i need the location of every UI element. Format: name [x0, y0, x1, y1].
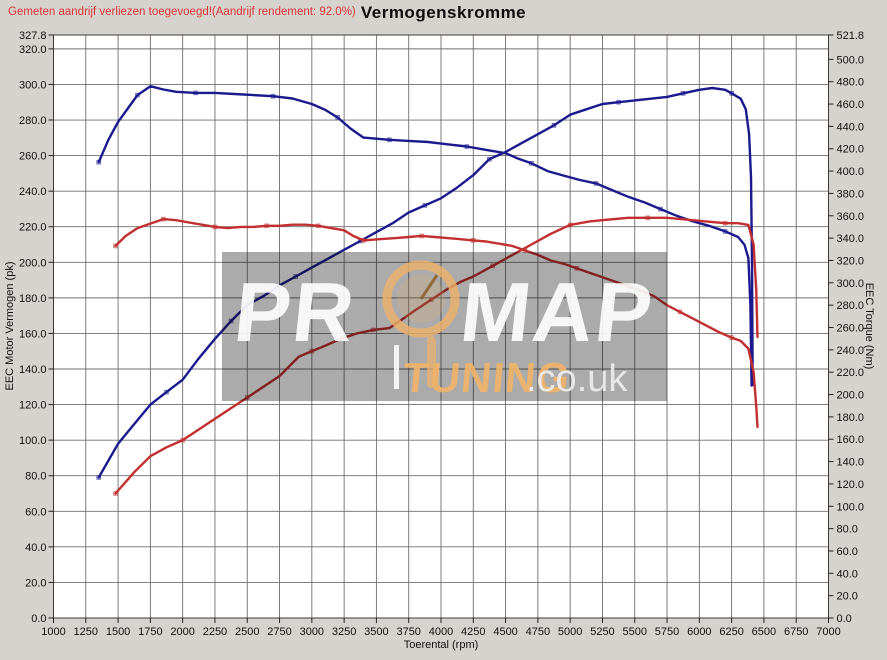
x-tick-label: 3500	[364, 626, 388, 638]
right-tick-label: 20.0	[837, 591, 858, 603]
left-tick-label: 0.0	[31, 613, 46, 625]
left-tick-label: 220.0	[19, 222, 47, 234]
x-tick-label: 1500	[106, 626, 130, 638]
right-axis-top-label: 521.8	[837, 30, 865, 42]
left-tick-label: 240.0	[19, 186, 47, 198]
x-tick-label: 4250	[461, 626, 485, 638]
right-tick-label: 480.0	[837, 77, 865, 89]
left-tick-label: 260.0	[19, 151, 47, 163]
right-tick-label: 160.0	[837, 434, 865, 446]
x-tick-label: 3250	[332, 626, 356, 638]
x-tick-label: 6750	[784, 626, 808, 638]
left-axis-title: EEC Motor Vermogen (pk)	[4, 262, 16, 391]
left-tick-label: 80.0	[25, 471, 46, 483]
left-tick-label: 280.0	[19, 115, 47, 127]
drivetrain-loss-note: Gemeten aandrijf verliezen toegevoegd!(A…	[8, 6, 356, 18]
right-tick-label: 0.0	[837, 613, 852, 625]
x-tick-label: 6250	[719, 626, 743, 638]
right-tick-label: 100.0	[837, 501, 865, 513]
x-tick-label: 4000	[429, 626, 453, 638]
right-tick-label: 320.0	[837, 255, 865, 267]
left-axis-top-label: 327.8	[19, 30, 47, 42]
left-tick-label: 120.0	[19, 400, 47, 412]
x-tick-label: 1250	[74, 626, 98, 638]
x-axis-title: Toerental (rpm)	[404, 639, 479, 651]
left-tick-label: 40.0	[25, 542, 46, 554]
right-tick-label: 200.0	[837, 390, 865, 402]
x-tick-label: 4750	[526, 626, 550, 638]
x-tick-label: 6500	[752, 626, 776, 638]
right-tick-label: 120.0	[837, 479, 865, 491]
right-tick-label: 140.0	[837, 457, 865, 469]
x-tick-label: 4500	[493, 626, 517, 638]
right-tick-label: 360.0	[837, 211, 865, 223]
right-tick-label: 460.0	[837, 99, 865, 111]
right-tick-label: 260.0	[837, 323, 865, 335]
x-tick-label: 1000	[41, 626, 65, 638]
left-tick-label: 100.0	[19, 435, 47, 447]
right-tick-label: 220.0	[837, 367, 865, 379]
left-tick-label: 320.0	[19, 44, 47, 56]
markers-tuned-torque-nm	[96, 90, 728, 234]
right-tick-label: 500.0	[837, 54, 865, 66]
x-tick-label: 5000	[558, 626, 582, 638]
left-tick-label: 300.0	[19, 79, 47, 91]
left-tick-label: 140.0	[19, 364, 47, 376]
left-tick-label: 60.0	[25, 506, 46, 518]
watermark-word2-rest: .co.uk	[526, 358, 628, 400]
x-tick-label: 3750	[396, 626, 420, 638]
paint-mark	[394, 345, 399, 389]
right-tick-label: 400.0	[837, 166, 865, 178]
left-tick-label: 20.0	[25, 577, 46, 589]
right-tick-label: 240.0	[837, 345, 865, 357]
right-tick-label: 440.0	[837, 121, 865, 133]
x-tick-label: 3000	[300, 626, 324, 638]
page-title: Vermogenskromme	[360, 3, 527, 22]
right-tick-label: 380.0	[837, 188, 865, 200]
x-tick-label: 1750	[138, 626, 162, 638]
right-tick-label: 60.0	[837, 546, 858, 558]
right-tick-label: 300.0	[837, 278, 865, 290]
x-tick-label: 2750	[267, 626, 291, 638]
watermark-word2-accent: TUNING	[401, 354, 572, 401]
watermark-word1-left: PR	[230, 265, 361, 359]
x-tick-label: 2250	[203, 626, 227, 638]
x-tick-label: 7000	[816, 626, 840, 638]
right-tick-label: 180.0	[837, 412, 865, 424]
left-tick-label: 180.0	[19, 293, 47, 305]
x-tick-label: 5250	[590, 626, 614, 638]
x-tick-label: 2000	[170, 626, 194, 638]
left-tick-label: 160.0	[19, 328, 47, 340]
right-tick-label: 80.0	[837, 524, 858, 536]
right-tick-label: 340.0	[837, 233, 865, 245]
right-tick-label: 40.0	[837, 568, 858, 580]
right-tick-label: 420.0	[837, 144, 865, 156]
x-tick-label: 2500	[235, 626, 259, 638]
x-tick-label: 5750	[655, 626, 679, 638]
right-tick-label: 280.0	[837, 300, 865, 312]
x-tick-label: 6000	[687, 626, 711, 638]
right-axis-title: EEC Torque (Nm)	[863, 283, 875, 370]
left-tick-label: 200.0	[19, 257, 47, 269]
watermark-word1-right: MAP	[456, 265, 658, 359]
x-tick-label: 5500	[623, 626, 647, 638]
tick-marks	[48, 34, 834, 623]
boost-gauge-icon	[382, 260, 460, 388]
